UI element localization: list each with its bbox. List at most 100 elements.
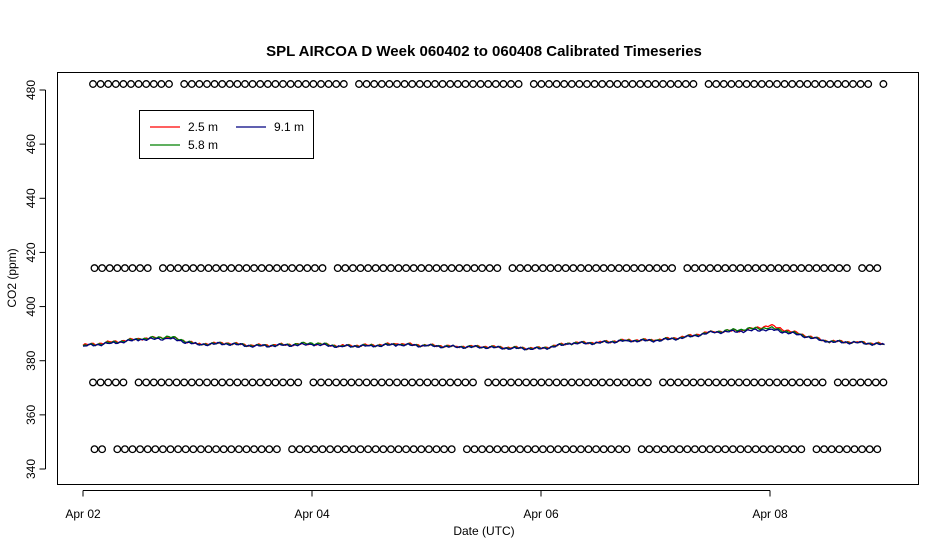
calibration-point [377, 378, 386, 387]
calibration-point [248, 80, 257, 88]
calibration-point [630, 264, 639, 273]
calibration-point [713, 445, 722, 454]
calibration-point [241, 80, 249, 88]
calibration-point [704, 378, 713, 387]
calibration-point [681, 378, 690, 387]
calibration-point [356, 445, 365, 454]
calibration-point [728, 264, 737, 273]
calibration-point [180, 378, 189, 387]
calibration-point [347, 378, 356, 387]
calibration-point [736, 445, 745, 454]
legend-label: 9.1 m [274, 120, 304, 134]
calibration-point [379, 264, 388, 273]
calibration-point [279, 378, 287, 387]
calibration-point [727, 80, 736, 88]
calibration-point [567, 378, 576, 387]
calibration-point [394, 264, 403, 273]
calibration-point [111, 378, 120, 387]
legend-box [139, 110, 314, 159]
calibration-point [514, 378, 523, 387]
calibration-point [447, 445, 456, 454]
calibration-point [113, 445, 122, 454]
calibration-point [370, 378, 379, 387]
calibration-point [196, 264, 205, 273]
calibration-point [408, 80, 417, 88]
calibration-point [385, 80, 394, 88]
calibration-point [727, 378, 736, 387]
calibration-point [364, 445, 373, 454]
calibration-point [385, 378, 394, 387]
calibration-point [789, 264, 798, 273]
calibration-point [811, 80, 819, 88]
calibration-point [294, 80, 303, 88]
x-tick-label: Apr 08 [752, 507, 788, 521]
calibration-point [417, 445, 426, 454]
calibration-point [879, 80, 888, 88]
calibration-point [485, 445, 494, 454]
calibration-point [218, 80, 227, 88]
calibration-point [149, 378, 158, 387]
calibration-point [227, 264, 236, 273]
calibration-point [607, 264, 616, 273]
calibration-point [507, 80, 515, 88]
calibration-point [782, 445, 791, 454]
calibration-point [453, 80, 462, 88]
calibration-point [310, 264, 319, 273]
calibration-point [219, 264, 228, 273]
calibration-point [461, 80, 470, 88]
calibration-point [818, 80, 827, 88]
calibration-point [668, 445, 677, 454]
calibration-point [706, 445, 715, 454]
calibration-point [227, 445, 236, 454]
calibration-point [750, 80, 759, 88]
calibration-point [864, 378, 873, 387]
calibration-point [499, 378, 508, 387]
x-tick-label: Apr 06 [523, 507, 559, 521]
calibration-point [811, 378, 819, 387]
calibration-point [742, 378, 751, 387]
calibration-point [637, 445, 646, 454]
calibration-point [263, 378, 272, 387]
calibration-point [446, 378, 455, 387]
calibration-point [721, 445, 730, 454]
calibration-point [827, 264, 836, 273]
calibration-point [431, 378, 439, 387]
calibration-point [751, 264, 760, 273]
calibration-point [704, 80, 713, 88]
calibration-point [158, 445, 167, 454]
calibration-point [225, 80, 234, 88]
calibration-point [636, 80, 645, 88]
calibration-point [256, 80, 265, 88]
calibration-point [440, 445, 449, 454]
calibration-point [592, 264, 601, 273]
calibration-point [584, 445, 593, 454]
calibration-point [865, 445, 874, 454]
calibration-point [324, 378, 333, 387]
calibration-point [174, 264, 183, 273]
calibration-point [590, 378, 599, 387]
calibration-point [294, 378, 303, 387]
calibration-point [362, 378, 371, 387]
calibration-point [143, 445, 152, 454]
y-tick-label: 460 [24, 134, 38, 154]
calibration-point [469, 80, 477, 88]
calibration-point [546, 264, 555, 273]
calibration-point [712, 80, 721, 88]
calibration-point [317, 80, 325, 88]
calibration-point [849, 80, 857, 88]
calibration-point [666, 378, 675, 387]
y-tick-label: 440 [24, 188, 38, 208]
calibration-point [257, 445, 266, 454]
calibration-point [181, 264, 190, 273]
calibration-point [537, 378, 546, 387]
calibration-point [409, 445, 418, 454]
calibration-point [719, 80, 728, 88]
calibration-point [546, 445, 555, 454]
calibration-point [514, 80, 523, 88]
calibration-point [341, 264, 350, 273]
calibration-point [842, 264, 851, 273]
calibration-point [744, 264, 753, 273]
calibration-point [432, 445, 441, 454]
calibration-point [295, 264, 304, 273]
calibration-point [804, 264, 813, 273]
